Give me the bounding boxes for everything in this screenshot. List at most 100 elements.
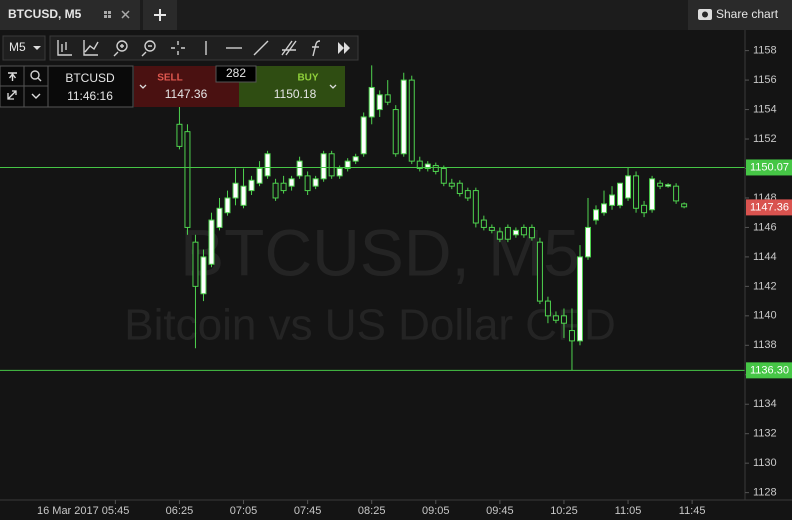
candle-body: [496, 231, 503, 240]
x-tick-label: 09:45: [486, 505, 514, 517]
candle-body: [528, 226, 535, 239]
candle-body: [272, 182, 279, 199]
candle-body: [625, 175, 632, 199]
buy-price: 1150.18: [274, 87, 317, 101]
candle-body: [280, 182, 287, 192]
candle-body: [536, 241, 543, 302]
candle-body: [176, 123, 183, 147]
candle-body: [360, 116, 367, 155]
price-line-label: 1136.30: [750, 364, 789, 376]
candle-body: [681, 203, 688, 208]
candle-body: [641, 204, 648, 214]
candle-body: [304, 175, 311, 192]
candle-body: [312, 178, 319, 187]
candle-body: [336, 167, 343, 177]
toolbar: M5: [2, 35, 359, 61]
last-price-label: 1147.36: [750, 201, 789, 213]
y-tick-label: 1132: [753, 428, 777, 440]
candle-body: [224, 197, 231, 214]
candle-body: [448, 182, 455, 187]
candle-body: [657, 182, 664, 187]
candle-body: [200, 256, 207, 295]
candle-body: [593, 209, 599, 221]
x-tick-label: 10:25: [550, 505, 578, 517]
tab-title: BTCUSD, M5: [8, 7, 82, 21]
price-line-box: [746, 159, 792, 176]
tab-close-icon[interactable]: [121, 10, 130, 19]
plot-area: [0, 65, 745, 371]
trend-line-tool[interactable]: [253, 40, 269, 56]
candle-body: [416, 160, 423, 169]
dropdown-arrow: [33, 46, 41, 50]
candle-body: [240, 185, 247, 206]
tab-grid-icon[interactable]: [104, 11, 111, 18]
tool-buttons[interactable]: [49, 35, 359, 61]
server-time: 11:46:16: [67, 89, 113, 103]
candle-body: [352, 156, 359, 162]
candle-body: [192, 241, 199, 287]
x-tick-label: 08:25: [358, 505, 386, 517]
candle-body: [488, 226, 495, 231]
axes: 1128113011321134113611381140114211441146…: [37, 45, 792, 517]
candle-body: [320, 153, 327, 180]
spread: 282: [226, 66, 246, 80]
candle-body: [584, 226, 591, 258]
zoom-out-tool[interactable]: [141, 40, 156, 57]
y-tick-label: 1156: [753, 74, 777, 86]
candle-body: [432, 165, 439, 172]
candle-body: [408, 79, 415, 162]
y-tick-label: 1140: [753, 310, 777, 322]
candle-body: [328, 153, 335, 177]
last-price-box: [746, 199, 792, 216]
fast-forward-tool[interactable]: [338, 42, 350, 54]
candle-body: [456, 182, 463, 195]
timeframe-label: M5: [9, 40, 26, 54]
candle-body: [248, 179, 255, 192]
y-tick-label: 1144: [753, 251, 777, 263]
y-tick-label: 1128: [753, 487, 777, 499]
camera-icon: [698, 9, 712, 20]
trade-panel: BTCUSD 11:46:16 SELL 1147.36 BUY 1150.18…: [0, 65, 345, 108]
candle-body: [184, 131, 191, 228]
indicator-tool[interactable]: [83, 40, 99, 56]
zoom-in-tool[interactable]: [113, 40, 128, 57]
y-tick-label: 1158: [753, 45, 777, 57]
candle-body: [392, 109, 399, 155]
tab[interactable]: [0, 0, 140, 30]
candle-body: [368, 86, 375, 118]
popout-icon[interactable]: [7, 90, 17, 100]
collapse-icon[interactable]: [31, 93, 41, 99]
candle-body: [544, 300, 551, 317]
x-tick-label: 06:25: [166, 505, 194, 517]
y-tick-label: 1138: [753, 339, 777, 351]
candle-body: [344, 160, 351, 169]
candle-body: [424, 163, 431, 169]
candle-body: [288, 178, 295, 187]
candle-body: [384, 94, 391, 103]
sell-price: 1147.36: [165, 87, 208, 101]
candle-body: [665, 184, 672, 187]
watermark-title: BTCUSD, M5: [180, 215, 580, 289]
watermark-subtitle: Bitcoin vs US Dollar CFD: [124, 301, 615, 350]
candle-body: [552, 315, 559, 321]
pin-icon[interactable]: [8, 72, 17, 81]
bars-tool[interactable]: [57, 40, 72, 56]
candle-body: [256, 167, 263, 184]
candle-body: [472, 190, 479, 224]
buy-button[interactable]: [239, 66, 345, 107]
x-tick-label: 07:45: [294, 505, 322, 517]
spread-box: [215, 65, 257, 83]
search-icon[interactable]: [30, 70, 42, 82]
candle-body: [520, 226, 527, 236]
function-tool[interactable]: [312, 40, 321, 57]
x-tick-label: 11:05: [615, 505, 642, 517]
crosshair-tool[interactable]: [171, 41, 185, 55]
candle-body: [296, 160, 303, 177]
candle-body: [216, 207, 223, 228]
sell-label: SELL: [157, 73, 183, 84]
channel-tool[interactable]: [281, 40, 297, 56]
candle-body: [232, 182, 239, 199]
candle-body: [208, 219, 215, 265]
price-line-box: [746, 362, 792, 379]
